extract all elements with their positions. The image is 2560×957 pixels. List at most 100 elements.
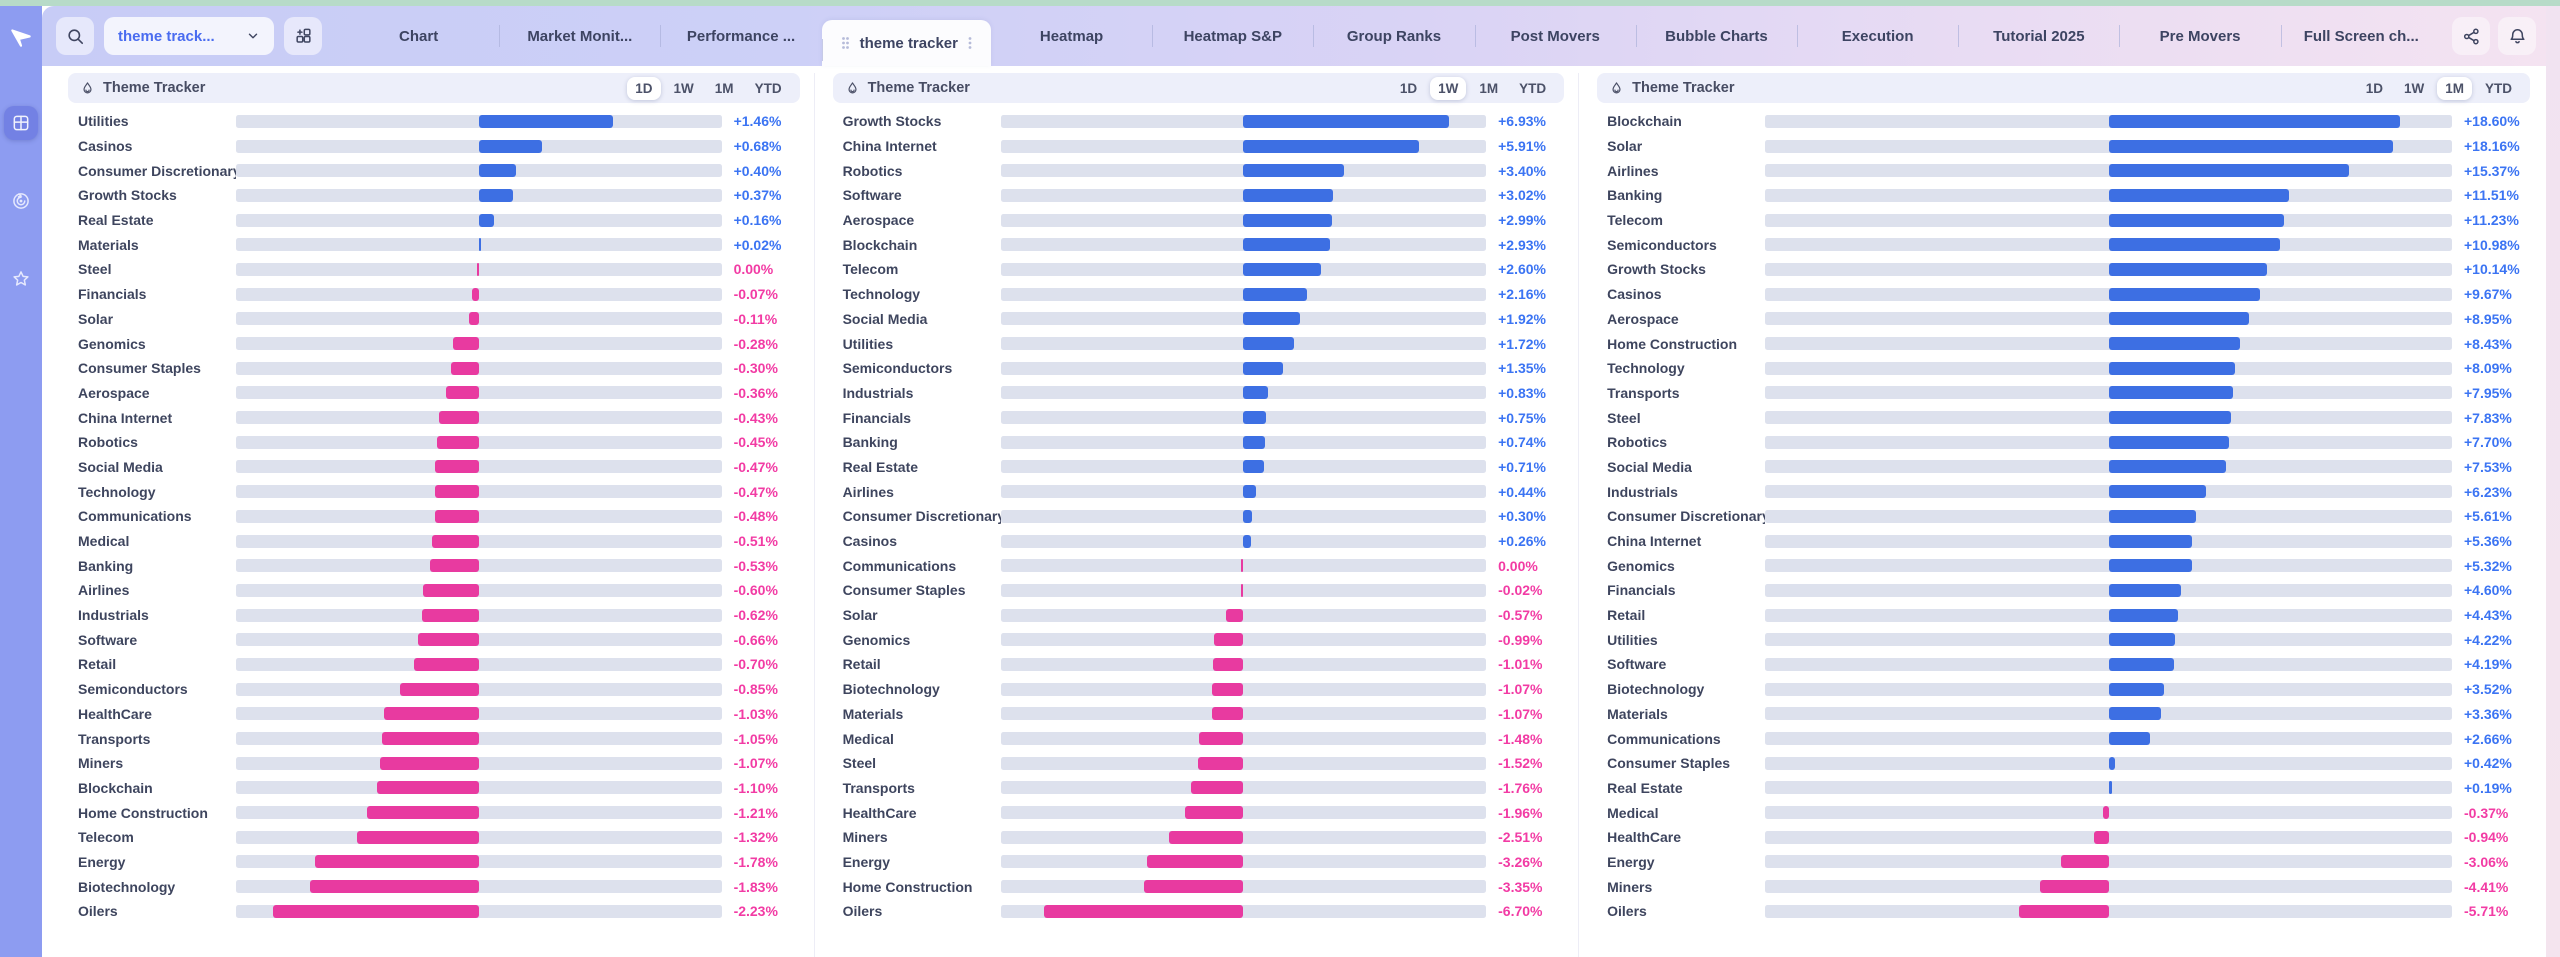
theme-row[interactable]: Solar +18.16% (1597, 134, 2544, 159)
theme-row[interactable]: Social Media +7.53% (1597, 455, 2544, 480)
theme-row[interactable]: Airlines -0.60% (68, 578, 814, 603)
period-button-ytd[interactable]: YTD (747, 77, 790, 100)
theme-row[interactable]: Blockchain +2.93% (833, 232, 1579, 257)
theme-row[interactable]: Banking -0.53% (68, 553, 814, 578)
theme-row[interactable]: Solar -0.57% (833, 603, 1579, 628)
theme-row[interactable]: HealthCare -1.03% (68, 702, 814, 727)
period-button-ytd[interactable]: YTD (2477, 77, 2520, 100)
theme-row[interactable]: Consumer Staples -0.30% (68, 356, 814, 381)
theme-row[interactable]: Miners -1.07% (68, 751, 814, 776)
theme-row[interactable]: Genomics -0.99% (833, 627, 1579, 652)
theme-row[interactable]: Social Media +1.92% (833, 307, 1579, 332)
period-button-ytd[interactable]: YTD (1511, 77, 1554, 100)
theme-row[interactable]: Materials -1.07% (833, 702, 1579, 727)
theme-row[interactable]: Steel 0.00% (68, 257, 814, 282)
theme-row[interactable]: Banking +0.74% (833, 430, 1579, 455)
period-button-1m[interactable]: 1M (707, 77, 742, 100)
theme-row[interactable]: China Internet -0.43% (68, 405, 814, 430)
period-button-1w[interactable]: 1W (2396, 77, 2432, 100)
theme-row[interactable]: Blockchain -1.10% (68, 776, 814, 801)
period-button-1w[interactable]: 1W (666, 77, 702, 100)
theme-row[interactable]: Technology +2.16% (833, 282, 1579, 307)
period-button-1d-selected[interactable]: 1D (627, 76, 661, 100)
theme-row[interactable]: Technology +8.09% (1597, 356, 2544, 381)
theme-row[interactable]: Robotics +7.70% (1597, 430, 2544, 455)
theme-row[interactable]: Miners -2.51% (833, 825, 1579, 850)
theme-row[interactable]: Genomics +5.32% (1597, 553, 2544, 578)
tab-heatmap[interactable]: Heatmap (991, 6, 1152, 66)
theme-row[interactable]: Growth Stocks +6.93% (833, 109, 1579, 134)
theme-row[interactable]: Casinos +9.67% (1597, 282, 2544, 307)
theme-row[interactable]: Real Estate +0.16% (68, 208, 814, 233)
period-button-1d[interactable]: 1D (2358, 77, 2391, 100)
theme-row[interactable]: Software +4.19% (1597, 652, 2544, 677)
theme-row[interactable]: Financials +0.75% (833, 405, 1579, 430)
theme-row[interactable]: Communications +2.66% (1597, 726, 2544, 751)
theme-row[interactable]: HealthCare -0.94% (1597, 825, 2544, 850)
theme-row[interactable]: Medical -0.37% (1597, 800, 2544, 825)
search-button[interactable] (56, 17, 94, 55)
theme-row[interactable]: Semiconductors +10.98% (1597, 232, 2544, 257)
theme-row[interactable]: Medical -0.51% (68, 529, 814, 554)
add-layout-button[interactable] (284, 17, 322, 55)
theme-row[interactable]: Robotics +3.40% (833, 158, 1579, 183)
sidebar-item-favorites[interactable] (4, 262, 38, 296)
theme-row[interactable]: Home Construction -1.21% (68, 800, 814, 825)
theme-row[interactable]: Software +3.02% (833, 183, 1579, 208)
theme-row[interactable]: Steel -1.52% (833, 751, 1579, 776)
theme-row[interactable]: Telecom +2.60% (833, 257, 1579, 282)
tab-tutorial-2025[interactable]: Tutorial 2025 (1958, 6, 2119, 66)
period-button-1m-selected[interactable]: 1M (2437, 76, 2472, 100)
tab-menu-dots-icon[interactable] (968, 36, 972, 50)
theme-row[interactable]: Real Estate +0.19% (1597, 776, 2544, 801)
theme-row[interactable]: Real Estate +0.71% (833, 455, 1579, 480)
theme-row[interactable]: Banking +11.51% (1597, 183, 2544, 208)
theme-row[interactable]: Financials +4.60% (1597, 578, 2544, 603)
theme-row[interactable]: Oilers -6.70% (833, 899, 1579, 924)
theme-row[interactable]: Airlines +15.37% (1597, 158, 2544, 183)
theme-row[interactable]: Semiconductors +1.35% (833, 356, 1579, 381)
sidebar-item-tracker[interactable] (4, 184, 38, 218)
theme-row[interactable]: Consumer Discretionary +0.40% (68, 158, 814, 183)
period-button-1d[interactable]: 1D (1392, 77, 1425, 100)
theme-row[interactable]: Casinos +0.26% (833, 529, 1579, 554)
theme-row[interactable]: Biotechnology -1.83% (68, 874, 814, 899)
theme-row[interactable]: Airlines +0.44% (833, 479, 1579, 504)
theme-row[interactable]: Genomics -0.28% (68, 331, 814, 356)
notifications-button[interactable] (2498, 17, 2536, 55)
theme-row[interactable]: Utilities +1.46% (68, 109, 814, 134)
theme-row[interactable]: Industrials +0.83% (833, 381, 1579, 406)
theme-row[interactable]: Energy -3.26% (833, 850, 1579, 875)
tab-full-screen-ch[interactable]: Full Screen ch... (2280, 6, 2442, 66)
theme-row[interactable]: Aerospace +2.99% (833, 208, 1579, 233)
theme-row[interactable]: Blockchain +18.60% (1597, 109, 2544, 134)
period-button-1m[interactable]: 1M (1471, 77, 1506, 100)
theme-row[interactable]: Home Construction +8.43% (1597, 331, 2544, 356)
theme-row[interactable]: Robotics -0.45% (68, 430, 814, 455)
tab-execution[interactable]: Execution (1797, 6, 1958, 66)
theme-row[interactable]: Technology -0.47% (68, 479, 814, 504)
theme-row[interactable]: Biotechnology +3.52% (1597, 677, 2544, 702)
sidebar-item-dashboard[interactable] (4, 106, 38, 140)
theme-row[interactable]: Consumer Staples +0.42% (1597, 751, 2544, 776)
tab-heatmap-s-p[interactable]: Heatmap S&P (1152, 6, 1313, 66)
theme-row[interactable]: China Internet +5.36% (1597, 529, 2544, 554)
layout-dropdown[interactable]: theme track... (104, 17, 274, 55)
theme-row[interactable]: Financials -0.07% (68, 282, 814, 307)
theme-row[interactable]: Materials +0.02% (68, 232, 814, 257)
theme-row[interactable]: Consumer Discretionary +5.61% (1597, 504, 2544, 529)
theme-row[interactable]: China Internet +5.91% (833, 134, 1579, 159)
theme-row[interactable]: Transports -1.76% (833, 776, 1579, 801)
theme-row[interactable]: Casinos +0.68% (68, 134, 814, 159)
theme-row[interactable]: Telecom +11.23% (1597, 208, 2544, 233)
theme-row[interactable]: Semiconductors -0.85% (68, 677, 814, 702)
period-button-1w-selected[interactable]: 1W (1430, 76, 1467, 100)
theme-row[interactable]: Miners -4.41% (1597, 874, 2544, 899)
tab-post-movers[interactable]: Post Movers (1474, 6, 1636, 66)
tab-pre-movers[interactable]: Pre Movers (2119, 6, 2280, 66)
theme-row[interactable]: Growth Stocks +0.37% (68, 183, 814, 208)
theme-row[interactable]: Communications 0.00% (833, 553, 1579, 578)
theme-row[interactable]: Telecom -1.32% (68, 825, 814, 850)
share-button[interactable] (2452, 17, 2490, 55)
theme-row[interactable]: Medical -1.48% (833, 726, 1579, 751)
